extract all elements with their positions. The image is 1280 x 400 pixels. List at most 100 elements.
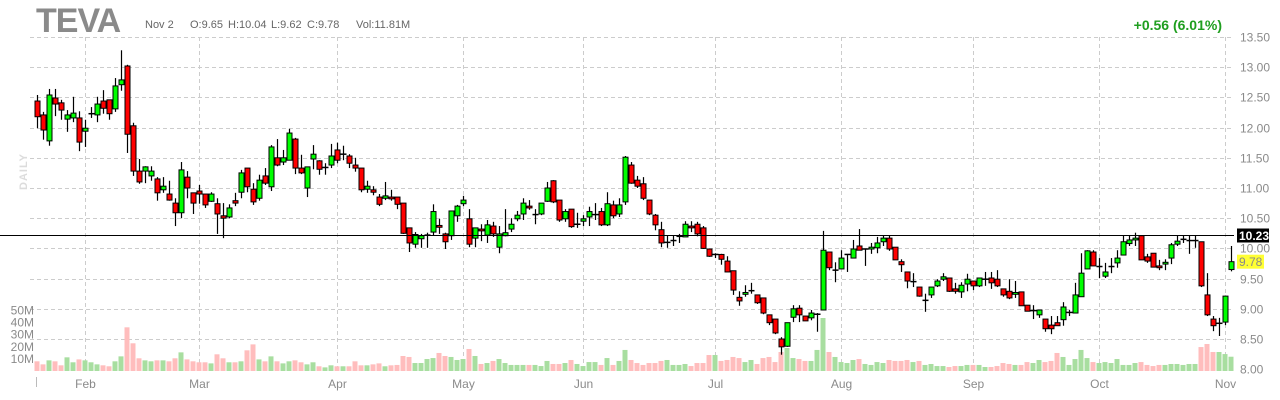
candle (226, 204, 233, 219)
volume-bar (448, 356, 454, 371)
candle (1108, 258, 1115, 274)
volume-bar (268, 356, 274, 371)
volume-bar (964, 364, 970, 371)
candle-body (1168, 244, 1175, 259)
volume-bar (328, 365, 334, 371)
volume-bar (496, 359, 502, 371)
candle-body (1078, 272, 1085, 298)
volume-bar (148, 361, 154, 371)
candle (1150, 252, 1157, 268)
candle (454, 204, 461, 222)
volume-bar (166, 361, 172, 371)
volume-bar (466, 348, 472, 371)
candle-body (334, 149, 341, 161)
candle-body (1198, 241, 1205, 287)
volume-bar (904, 359, 910, 371)
candle-body (1072, 294, 1079, 314)
volume-bar (628, 359, 634, 371)
candle-body (118, 79, 125, 86)
volume-bar (436, 352, 442, 371)
candle (268, 145, 275, 192)
candle (1042, 318, 1049, 332)
candle (496, 226, 503, 254)
quote-high: H:10.04 (228, 19, 267, 31)
volume-bar (136, 358, 142, 371)
candle-body (604, 203, 611, 226)
candle (82, 119, 89, 147)
volume-bar (262, 361, 268, 371)
volume-bar (286, 361, 292, 371)
candle-body (1150, 252, 1157, 268)
volume-bar (724, 359, 730, 371)
candle (772, 318, 779, 335)
quote-close: C:9.78 (307, 19, 340, 31)
volume-bar (1228, 356, 1234, 371)
candle-body (1102, 271, 1109, 277)
volume-bar (376, 363, 382, 371)
candle (1216, 317, 1223, 336)
volume-tick-label: 30M (11, 328, 34, 342)
candle (508, 218, 515, 233)
volume-bar (1012, 364, 1018, 371)
volume-bar (70, 362, 76, 371)
candle-body (856, 245, 863, 251)
candle (976, 277, 983, 288)
volume-bar (250, 344, 256, 371)
volume-bar (790, 358, 796, 371)
candle-body (1024, 304, 1031, 312)
candle-body (1138, 235, 1145, 261)
candle (814, 313, 821, 332)
candle-body (304, 166, 311, 189)
candle-body (874, 242, 881, 249)
volume-bar (532, 364, 538, 371)
volume-bar (730, 356, 736, 371)
candle (868, 242, 875, 254)
candle (196, 184, 203, 204)
volume-bar (484, 363, 490, 371)
candle-body (160, 185, 167, 191)
y-tick-label: 8.50 (1240, 333, 1264, 347)
grid (30, 37, 1234, 372)
candle-body (520, 202, 527, 215)
volume-bar (1168, 363, 1174, 371)
volume-bar (796, 359, 802, 371)
candle (40, 111, 47, 140)
month-label: May (452, 377, 475, 391)
candle (1186, 235, 1193, 254)
candle (778, 337, 785, 355)
volume-bar (352, 361, 358, 371)
candle (610, 200, 617, 219)
volume-bar (1150, 366, 1156, 371)
candle-body (820, 249, 827, 311)
month-label: Nov (1215, 377, 1236, 391)
volume-bar (670, 364, 676, 371)
volume-bar (232, 362, 238, 371)
volume-bar (640, 364, 646, 371)
candle (862, 248, 869, 266)
candle-body (274, 157, 281, 166)
volume-bar (508, 364, 514, 371)
candle (616, 198, 623, 217)
candle (688, 221, 695, 233)
volume-bar (346, 366, 352, 371)
volume-bar (502, 363, 508, 371)
volume-bar (304, 364, 310, 371)
candle (286, 128, 293, 161)
candle (382, 181, 389, 201)
candle (160, 177, 167, 193)
volume-bar (382, 366, 388, 371)
candle (256, 174, 263, 201)
volume-bar (874, 362, 880, 371)
volume-bar (550, 363, 556, 371)
volume-bar (178, 352, 184, 371)
y-tick-label: 9.50 (1240, 273, 1264, 287)
candle-body (904, 271, 911, 282)
volume-bar (388, 365, 394, 371)
volume-bar (850, 359, 856, 371)
candle (1228, 245, 1235, 272)
candle (1096, 258, 1103, 278)
candle-body (718, 253, 725, 260)
volume-bar (160, 360, 166, 371)
candle (994, 270, 1001, 288)
